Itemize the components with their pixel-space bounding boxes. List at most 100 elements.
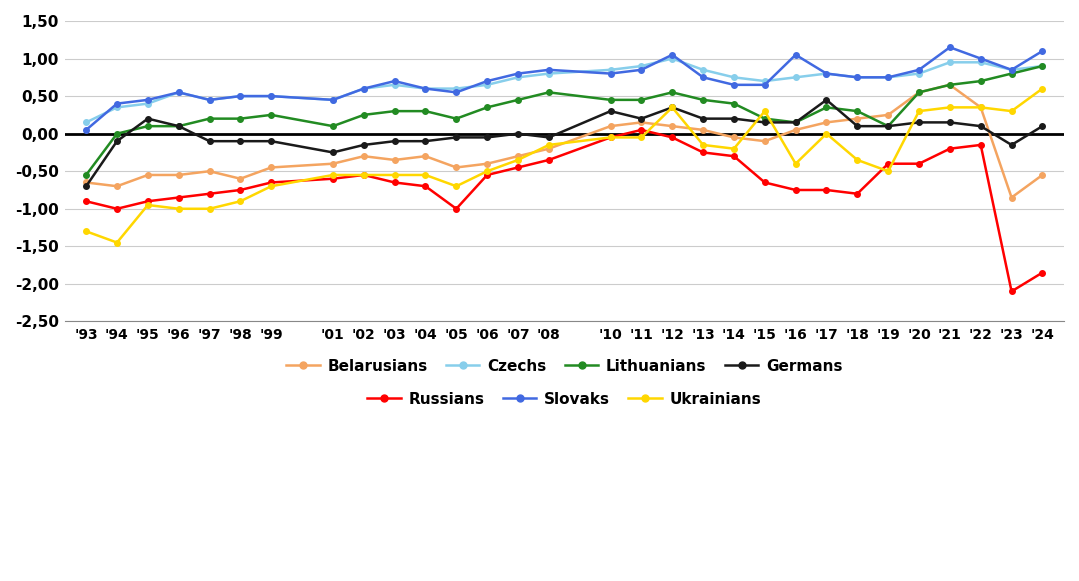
Lithuanians: [913, 89, 926, 96]
Russians: [234, 187, 247, 193]
Germans: [327, 149, 340, 156]
Belarusians: [759, 138, 771, 145]
Belarusians: [913, 89, 926, 96]
Germans: [80, 183, 93, 190]
Belarusians: [543, 145, 556, 152]
Czechs: [173, 89, 186, 96]
Russians: [851, 190, 864, 197]
Belarusians: [851, 115, 864, 122]
Ukrainians: [450, 183, 463, 190]
Russians: [264, 179, 277, 186]
Russians: [727, 153, 740, 160]
Czechs: [543, 70, 556, 77]
Ukrainians: [882, 168, 894, 175]
Belarusians: [820, 119, 833, 126]
Ukrainians: [141, 202, 154, 209]
Lithuanians: [264, 112, 277, 119]
Lithuanians: [327, 123, 340, 130]
Russians: [480, 171, 493, 178]
Belarusians: [974, 104, 987, 111]
Russians: [327, 175, 340, 182]
Slovaks: [697, 74, 710, 81]
Belarusians: [943, 81, 956, 88]
Lithuanians: [450, 115, 463, 122]
Germans: [110, 138, 123, 145]
Ukrainians: [1005, 107, 1017, 114]
Belarusians: [727, 134, 740, 141]
Slovaks: [264, 92, 277, 99]
Lithuanians: [697, 96, 710, 103]
Slovaks: [851, 74, 864, 81]
Belarusians: [604, 123, 617, 130]
Slovaks: [820, 70, 833, 77]
Czechs: [110, 104, 123, 111]
Lithuanians: [203, 115, 216, 122]
Slovaks: [357, 85, 370, 92]
Belarusians: [357, 153, 370, 160]
Belarusians: [634, 119, 647, 126]
Germans: [974, 123, 987, 130]
Lithuanians: [789, 119, 802, 126]
Czechs: [697, 66, 710, 73]
Russians: [388, 179, 401, 186]
Russians: [820, 187, 833, 193]
Russians: [419, 183, 432, 190]
Slovaks: [480, 78, 493, 85]
Ukrainians: [604, 134, 617, 141]
Czechs: [511, 74, 524, 81]
Germans: [943, 119, 956, 126]
Slovaks: [110, 100, 123, 107]
Germans: [604, 107, 617, 114]
Czechs: [1005, 66, 1017, 73]
Lithuanians: [820, 104, 833, 111]
Germans: [634, 115, 647, 122]
Lithuanians: [419, 107, 432, 114]
Slovaks: [327, 96, 340, 103]
Slovaks: [234, 92, 247, 99]
Germans: [141, 115, 154, 122]
Lithuanians: [974, 78, 987, 85]
Russians: [913, 160, 926, 167]
Ukrainians: [419, 171, 432, 178]
Czechs: [419, 85, 432, 92]
Slovaks: [1036, 48, 1049, 55]
Belarusians: [666, 123, 679, 130]
Ukrainians: [480, 168, 493, 175]
Czechs: [264, 92, 277, 99]
Russians: [511, 164, 524, 171]
Germans: [851, 123, 864, 130]
Belarusians: [450, 164, 463, 171]
Lithuanians: [851, 107, 864, 114]
Czechs: [1036, 63, 1049, 70]
Germans: [264, 138, 277, 145]
Germans: [419, 138, 432, 145]
Ukrainians: [759, 107, 771, 114]
Lithuanians: [604, 96, 617, 103]
Russians: [110, 205, 123, 212]
Belarusians: [789, 127, 802, 134]
Russians: [357, 171, 370, 178]
Lithuanians: [727, 100, 740, 107]
Lithuanians: [480, 104, 493, 111]
Germans: [727, 115, 740, 122]
Lithuanians: [1036, 63, 1049, 70]
Russians: [634, 127, 647, 134]
Ukrainians: [327, 171, 340, 178]
Czechs: [634, 63, 647, 70]
Lithuanians: [141, 123, 154, 130]
Lithuanians: [110, 130, 123, 137]
Germans: [234, 138, 247, 145]
Lithuanians: [511, 96, 524, 103]
Ukrainians: [388, 171, 401, 178]
Ukrainians: [727, 145, 740, 152]
Ukrainians: [666, 104, 679, 111]
Belarusians: [882, 112, 894, 119]
Czechs: [327, 96, 340, 103]
Slovaks: [419, 85, 432, 92]
Ukrainians: [913, 107, 926, 114]
Germans: [759, 119, 771, 126]
Russians: [1005, 288, 1017, 295]
Russians: [173, 194, 186, 201]
Czechs: [727, 74, 740, 81]
Russians: [543, 156, 556, 163]
